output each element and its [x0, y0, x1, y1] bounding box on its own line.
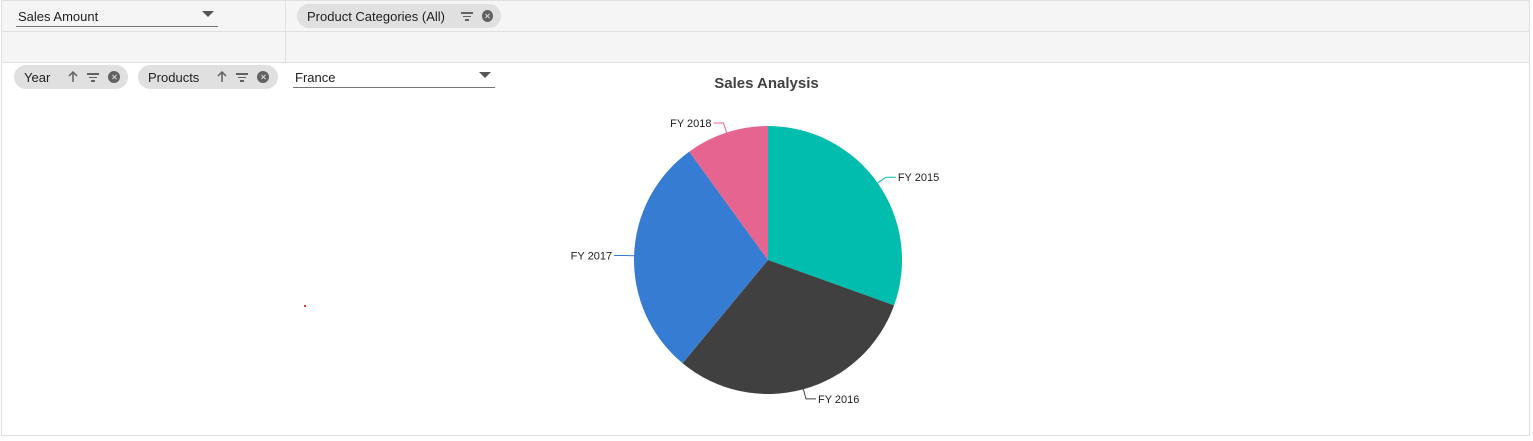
data-label: FY 2018 — [670, 118, 711, 130]
chart-area: Sales Analysis FY 2015 FY 2016 FY 2017 FY 2… — [2, 63, 1531, 435]
grouping-bar-rows-row: Year Products France — [2, 32, 1529, 89]
measure-dropdown-value: Sales Amount — [18, 9, 99, 24]
marker-dot — [304, 305, 306, 307]
data-label: FY 2015 — [898, 172, 939, 184]
measure-dropdown[interactable]: Sales Amount — [16, 3, 218, 27]
pill-label: Products — [148, 69, 200, 85]
pie-slice-fy-2017[interactable] — [634, 151, 768, 364]
close-icon[interactable] — [257, 71, 270, 83]
data-label-connector — [802, 389, 816, 400]
data-label: FY 2016 — [818, 394, 859, 406]
chevron-down-icon[interactable] — [479, 72, 491, 78]
grouping-bar-values-row: Sales Amount Product Categories (All) — [2, 1, 1529, 32]
country-dropdown-value: France — [295, 70, 336, 85]
pie-slice-fy-2016[interactable] — [682, 260, 895, 394]
filter-icon[interactable] — [86, 70, 100, 84]
filter-icon[interactable] — [461, 9, 474, 23]
data-label: FY 2017 — [571, 250, 612, 262]
data-label-connector — [877, 176, 896, 184]
chart-title: Sales Analysis — [714, 75, 819, 92]
close-icon[interactable] — [108, 71, 121, 83]
row-pill-products[interactable]: Products — [138, 65, 278, 89]
pie-slice-fy-2015[interactable] — [768, 126, 902, 306]
row-pill-year[interactable]: Year — [14, 65, 128, 89]
close-icon[interactable] — [481, 10, 493, 22]
pie-chart: FY 2015 FY 2016 FY 2017 FY 2018 — [571, 118, 940, 406]
pie-slice-fy-2018[interactable] — [689, 126, 768, 260]
toolbar-divider — [285, 1, 286, 63]
sort-ascending-icon[interactable] — [66, 70, 80, 84]
filter-icon[interactable] — [235, 70, 249, 84]
chevron-down-icon[interactable] — [202, 11, 214, 17]
filter-pill-product-categories[interactable]: Product Categories (All) — [297, 4, 501, 28]
pill-label: Year — [24, 69, 51, 85]
country-dropdown[interactable]: France — [293, 64, 495, 88]
data-label-connector — [713, 122, 728, 133]
sort-ascending-icon[interactable] — [215, 70, 229, 84]
pill-label: Product Categories (All) — [307, 8, 445, 24]
